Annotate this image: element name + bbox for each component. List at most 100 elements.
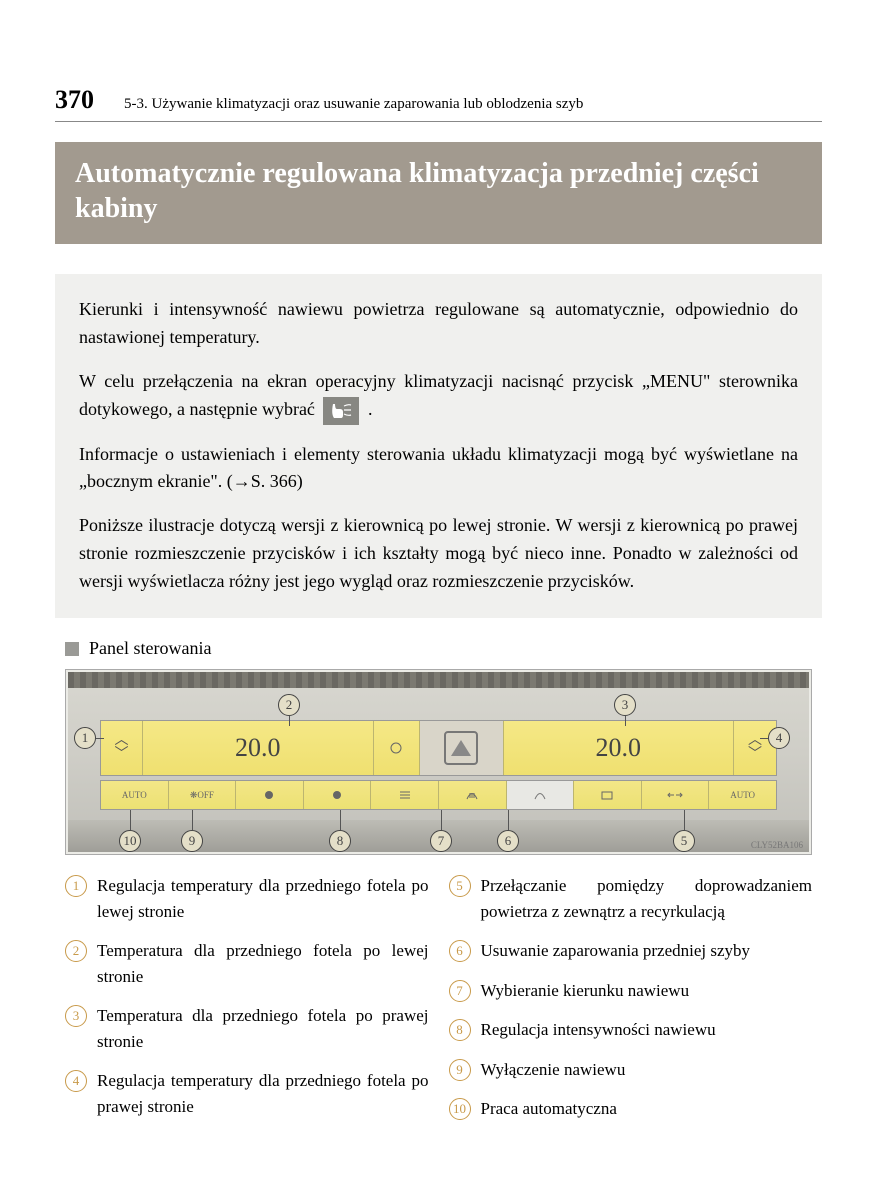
- subheading-text: Panel sterowania: [89, 638, 211, 659]
- chevron-down-icon: ﹀: [115, 748, 129, 762]
- legend-columns: 1 Regulacja temperatury dla przedniego fo…: [55, 873, 822, 1122]
- legend-item: 6 Usuwanie zaparowania przedniej szyby: [449, 938, 813, 964]
- legend-number-icon: 4: [65, 1070, 87, 1092]
- hazard-button: [420, 721, 504, 775]
- legend-number-icon: 2: [65, 940, 87, 962]
- leader-line: [684, 810, 685, 830]
- leader-line: [508, 810, 509, 830]
- legend-number-icon: 3: [65, 1005, 87, 1027]
- square-bullet-icon: [65, 642, 79, 656]
- legend-item: 3 Temperatura dla przedniego fotela po pr…: [65, 1003, 429, 1054]
- legend-text: Usuwanie zaparowania przedniej szyby: [481, 938, 813, 964]
- intro-paragraph: Kierunki i intensywność nawiewu powietrz…: [79, 296, 798, 352]
- legend-number-icon: 8: [449, 1019, 471, 1041]
- callout-9: 9: [181, 830, 203, 852]
- callout-6: 6: [497, 830, 519, 852]
- chapter-heading: Automatycznie regulowana klimatyzacja pr…: [55, 142, 822, 244]
- seat-airflow-icon: [323, 397, 359, 425]
- airflow-button: [371, 781, 439, 809]
- page-number: 370: [55, 85, 94, 115]
- leader-line: [192, 810, 193, 830]
- callout-7: 7: [430, 830, 452, 852]
- intro-text: .: [363, 399, 372, 419]
- recirculation-icon: [667, 790, 683, 800]
- manual-page: 370 5-3. Używanie klimatyzacji oraz usuw…: [0, 0, 877, 1152]
- section-title: 5-3. Używanie klimatyzacji oraz usuwanie…: [124, 96, 583, 113]
- chevron-up-icon: ︿: [115, 734, 129, 748]
- legend-text: Praca automatyczna: [481, 1096, 813, 1122]
- leader-line: [130, 810, 131, 830]
- intro-text: W celu przełączenia na ekran operacyjny …: [79, 371, 798, 419]
- callout-8: 8: [329, 830, 351, 852]
- legend-text: Temperatura dla przedniego fotela po pra…: [97, 1003, 429, 1054]
- legend-number-icon: 1: [65, 875, 87, 897]
- off-button: ❋OFF: [169, 781, 237, 809]
- temp-display-right: 20.0: [504, 721, 735, 775]
- legend-item: 7 Wybieranie kierunku nawiewu: [449, 978, 813, 1004]
- windshield-icon: [533, 790, 547, 800]
- hazard-triangle-icon: [444, 731, 478, 765]
- callout-5: 5: [673, 830, 695, 852]
- temp-up-down-left: ︿﹀: [101, 721, 143, 775]
- legend-text: Regulacja temperatury dla przedniego fot…: [97, 1068, 429, 1119]
- leader-line: [441, 810, 442, 830]
- leader-line: [625, 716, 626, 726]
- callout-2: 2: [278, 694, 300, 716]
- legend-text: Wybieranie kierunku nawiewu: [481, 978, 813, 1004]
- defrost-button: [439, 781, 507, 809]
- intro-paragraph: Poniższe ilustracje dotyczą wersji z kie…: [79, 512, 798, 596]
- callout-1: 1: [74, 727, 96, 749]
- legend-item: 9 Wyłączenie nawiewu: [449, 1057, 813, 1083]
- auto-button: AUTO: [101, 781, 169, 809]
- legend-left-column: 1 Regulacja temperatury dla przedniego fo…: [65, 873, 429, 1122]
- front-defrost-button: [507, 781, 575, 809]
- legend-text: Temperatura dla przedniego fotela po lew…: [97, 938, 429, 989]
- fan-up-button: [304, 781, 372, 809]
- chevron-up-icon: ︿: [748, 734, 762, 748]
- temp-display-left: 20.0: [143, 721, 374, 775]
- legend-text: Wyłączenie nawiewu: [481, 1057, 813, 1083]
- legend-item: 1 Regulacja temperatury dla przedniego fo…: [65, 873, 429, 924]
- recirc-button: [642, 781, 710, 809]
- legend-number-icon: 6: [449, 940, 471, 962]
- chevron-down-icon: ﹀: [748, 748, 762, 762]
- callout-3: 3: [614, 694, 636, 716]
- main-control-bar: ︿﹀ 20.0 20.0 ︿﹀: [100, 720, 777, 776]
- temp-up-down-right: ︿﹀: [734, 721, 776, 775]
- legend-item: 2 Temperatura dla przedniego fotela po le…: [65, 938, 429, 989]
- airflow-icon: [398, 790, 412, 800]
- fan-down-button: [236, 781, 304, 809]
- legend-text: Regulacja temperatury dla przedniego fot…: [97, 873, 429, 924]
- legend-item: 10 Praca automatyczna: [449, 1096, 813, 1122]
- legend-item: 8 Regulacja intensywności nawiewu: [449, 1017, 813, 1043]
- intro-box: Kierunki i intensywność nawiewu powietrz…: [55, 274, 822, 618]
- legend-number-icon: 5: [449, 875, 471, 897]
- legend-text: Regulacja intensywności nawiewu: [481, 1017, 813, 1043]
- fan-icon: [332, 790, 342, 800]
- page-header: 370 5-3. Używanie klimatyzacji oraz usuw…: [55, 85, 822, 122]
- legend-item: 4 Regulacja temperatury dla przedniego fo…: [65, 1068, 429, 1119]
- vent-strip: [68, 672, 809, 688]
- leader-line: [340, 810, 341, 830]
- intro-paragraph: W celu przełączenia na ekran operacyjny …: [79, 368, 798, 425]
- lower-button-bar: AUTO ❋OFF AUTO: [100, 780, 777, 810]
- callout-10: 10: [119, 830, 141, 852]
- control-panel-figure: ︿﹀ 20.0 20.0 ︿﹀ AUTO ❋OFF AUTO 1234: [65, 669, 812, 855]
- subheading: Panel sterowania: [65, 638, 822, 659]
- fan-icon: [264, 790, 274, 800]
- legend-item: 5 Przełączanie pomiędzy doprowadzaniem po…: [449, 873, 813, 924]
- defrost-icon: [465, 790, 479, 800]
- callout-4: 4: [768, 727, 790, 749]
- leader-line: [760, 738, 768, 739]
- legend-number-icon: 7: [449, 980, 471, 1002]
- legend-number-icon: 10: [449, 1098, 471, 1120]
- legend-right-column: 5 Przełączanie pomiędzy doprowadzaniem po…: [449, 873, 813, 1122]
- leader-line: [96, 738, 104, 739]
- control-panel-inner: ︿﹀ 20.0 20.0 ︿﹀ AUTO ❋OFF AUTO 1234: [68, 672, 809, 852]
- leader-line: [289, 716, 290, 726]
- legend-number-icon: 9: [449, 1059, 471, 1081]
- recirc-small-icon: [389, 741, 403, 755]
- rear-windshield-icon: [600, 790, 614, 800]
- rear-defrost-button: [574, 781, 642, 809]
- legend-text: Przełączanie pomiędzy doprowadzaniem pow…: [481, 873, 813, 924]
